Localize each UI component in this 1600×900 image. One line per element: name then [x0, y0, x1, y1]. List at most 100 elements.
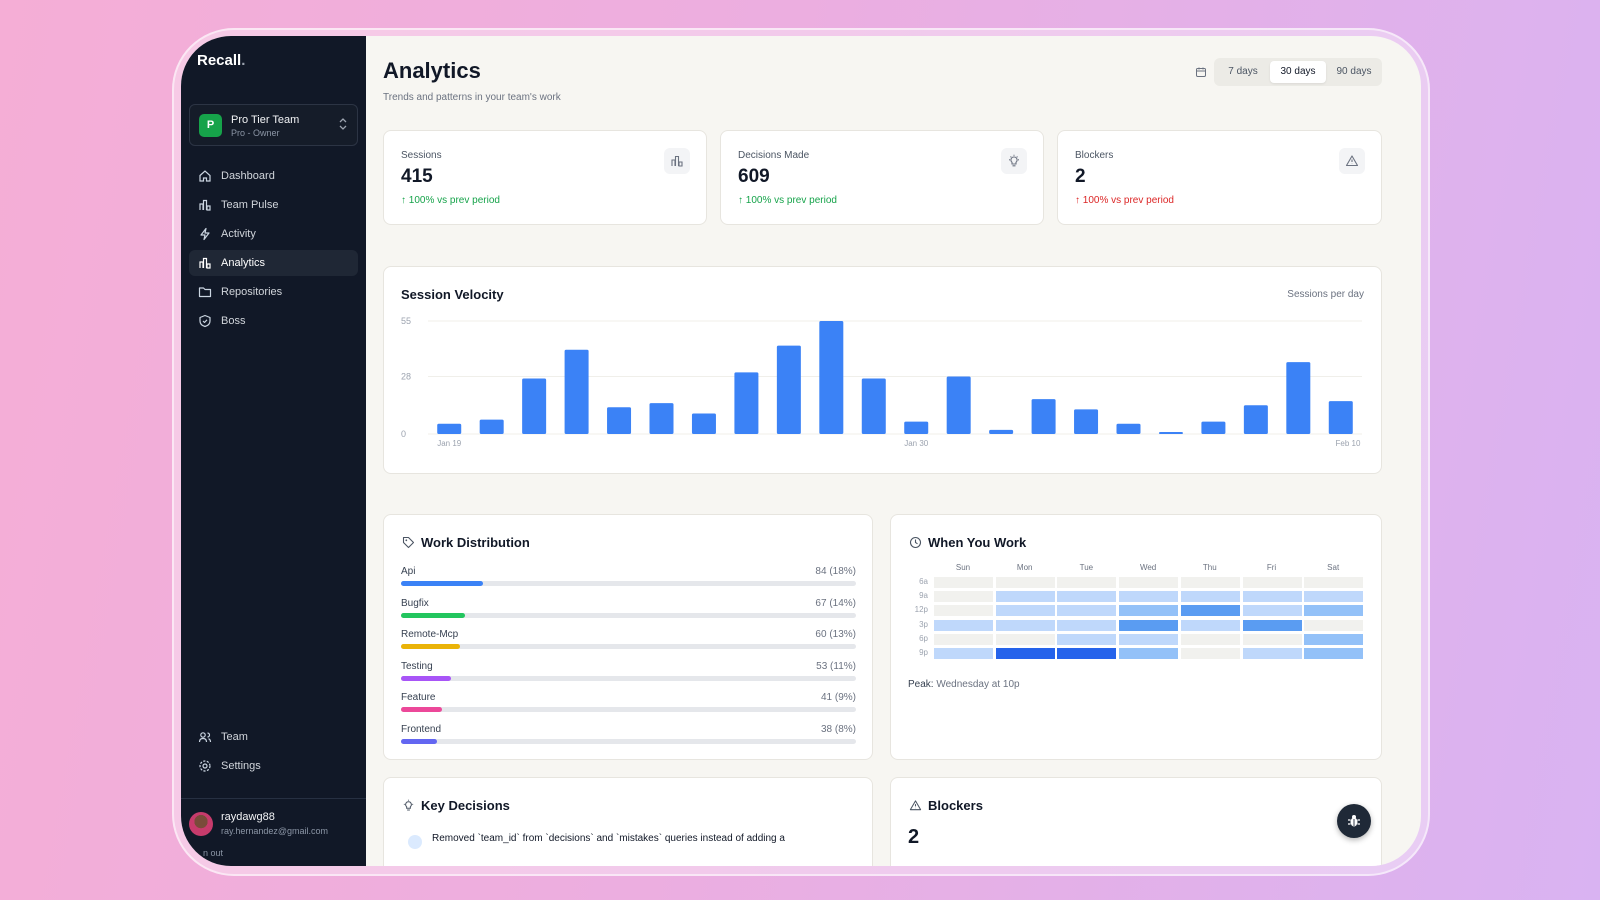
heatmap-cell[interactable]	[995, 591, 1055, 603]
chart-bar[interactable]	[861, 378, 886, 434]
heatmap-cell[interactable]	[1119, 648, 1179, 659]
chart-bar[interactable]	[1328, 401, 1353, 434]
heatmap-cell[interactable]	[1057, 577, 1117, 588]
sidebar-nav: Dashboard Team Pulse Activity Analytics …	[189, 163, 358, 337]
chart-bar[interactable]	[819, 321, 844, 434]
heatmap-cell[interactable]	[1242, 619, 1302, 631]
sidebar-item-repositories[interactable]: Repositories	[189, 279, 358, 305]
avatar[interactable]	[189, 812, 213, 836]
clock-icon	[909, 536, 922, 549]
chart-bar[interactable]	[691, 413, 716, 434]
section-title: When You Work	[928, 535, 1027, 550]
heatmap-day-label: Thu	[1202, 563, 1217, 572]
heatmap-cell[interactable]	[1057, 633, 1117, 645]
heatmap-cell[interactable]	[1180, 633, 1240, 645]
heatmap-cell[interactable]	[1180, 577, 1240, 588]
heatmap-cell[interactable]	[934, 591, 993, 603]
sidebar-item-activity[interactable]: Activity	[189, 221, 358, 247]
heatmap-cell[interactable]	[934, 577, 993, 588]
heatmap-cell[interactable]	[1119, 605, 1179, 617]
sidebar-item-team-pulse[interactable]: Team Pulse	[189, 192, 358, 218]
heatmap-cell[interactable]	[1119, 619, 1179, 631]
heatmap-cell[interactable]	[1057, 591, 1117, 603]
chart-bar[interactable]	[904, 421, 929, 434]
chart-bar[interactable]	[1201, 421, 1226, 434]
team-switcher[interactable]: P Pro Tier Team Pro - Owner	[189, 104, 358, 146]
chart-bar[interactable]	[607, 407, 632, 434]
chart-bar[interactable]	[479, 419, 504, 434]
bar-chart-icon	[199, 257, 211, 269]
range-30-days-button[interactable]: 30 days	[1270, 61, 1326, 83]
heatmap-cell[interactable]	[1304, 619, 1364, 631]
heatmap-cell[interactable]	[1304, 633, 1364, 645]
sidebar-item-team[interactable]: Team	[189, 724, 358, 750]
heatmap-cell[interactable]	[1180, 619, 1240, 631]
heatmap-cell[interactable]	[995, 577, 1055, 588]
category-label: Feature	[401, 692, 436, 703]
heatmap-cell[interactable]	[1180, 605, 1240, 617]
heatmap-cell[interactable]	[995, 633, 1055, 645]
heatmap-cell[interactable]	[1304, 591, 1364, 603]
sidebar-item-dashboard[interactable]: Dashboard	[189, 163, 358, 189]
peak-label: Peak:	[908, 679, 934, 690]
chart-bar[interactable]	[776, 345, 801, 434]
chart-bar[interactable]	[1074, 409, 1099, 434]
heatmap-cell[interactable]	[995, 619, 1055, 631]
heatmap-cell[interactable]	[1304, 605, 1364, 617]
chart-bar[interactable]	[564, 349, 589, 434]
category-count: 67 (14%)	[815, 597, 856, 609]
decision-item[interactable]: Removed `team_id` from `decisions` and `…	[432, 833, 785, 844]
category-label: Frontend	[401, 723, 442, 735]
chart-bar[interactable]	[734, 372, 759, 434]
chart-bar[interactable]	[1031, 399, 1056, 434]
heatmap-cell[interactable]	[1304, 648, 1364, 659]
work-distribution-row: Testing 53 (11%)	[401, 661, 856, 689]
work-distribution-row: Bugfix 67 (14%)	[401, 598, 856, 626]
heatmap-cell[interactable]	[1242, 577, 1302, 588]
bug-icon	[1348, 815, 1360, 827]
range-90-days-button[interactable]: 90 days	[1336, 66, 1372, 77]
heatmap-cell[interactable]	[1119, 591, 1179, 603]
heatmap-day-label: Tue	[1079, 563, 1094, 572]
heatmap-cell[interactable]	[1242, 648, 1302, 659]
chart-bar[interactable]	[1116, 423, 1141, 434]
sidebar-item-analytics[interactable]: Analytics	[189, 250, 358, 276]
category-count: 60 (13%)	[815, 629, 856, 640]
heatmap-cell[interactable]	[934, 619, 993, 631]
stat-card-decisions: Decisions Made 609 ↑ 100% vs prev period	[720, 130, 1044, 225]
bug-report-button[interactable]	[1337, 804, 1371, 838]
heatmap-cell[interactable]	[1242, 591, 1302, 603]
chart-bar[interactable]	[1158, 431, 1183, 434]
app-logo[interactable]: Recall.	[197, 52, 246, 69]
heatmap-cell[interactable]	[1242, 633, 1302, 645]
sign-out-link[interactable]: n out	[203, 848, 224, 858]
heatmap-cell[interactable]	[934, 648, 993, 659]
chart-bar[interactable]	[1286, 362, 1311, 434]
chart-bar[interactable]	[1243, 405, 1268, 434]
range-7-days-button[interactable]: 7 days	[1228, 66, 1258, 77]
calendar-icon	[1196, 67, 1206, 77]
heatmap-cell[interactable]	[1242, 605, 1302, 617]
chart-bar[interactable]	[989, 429, 1014, 434]
heatmap-day-label: Sun	[955, 563, 971, 572]
sidebar-item-settings[interactable]: Settings	[189, 753, 358, 779]
heatmap-cell[interactable]	[934, 605, 993, 617]
heatmap-cell[interactable]	[995, 605, 1055, 617]
heatmap-cell[interactable]	[995, 648, 1055, 659]
stat-label: Sessions	[401, 150, 442, 161]
page-subtitle: Trends and patterns in your team's work	[383, 92, 561, 103]
heatmap-cell[interactable]	[1119, 577, 1179, 588]
heatmap-cell[interactable]	[1057, 619, 1117, 631]
heatmap-cell[interactable]	[1180, 591, 1240, 603]
chart-bar[interactable]	[946, 376, 971, 434]
heatmap-cell[interactable]	[1180, 648, 1240, 659]
heatmap-cell[interactable]	[1119, 633, 1179, 645]
heatmap-cell[interactable]	[1304, 577, 1364, 588]
heatmap-cell[interactable]	[1057, 648, 1117, 659]
heatmap-cell[interactable]	[1057, 605, 1117, 617]
heatmap-cell[interactable]	[934, 633, 993, 645]
chart-bar[interactable]	[649, 403, 674, 434]
chart-bar[interactable]	[522, 378, 547, 434]
chart-bar[interactable]	[437, 423, 462, 434]
sidebar-item-boss[interactable]: Boss	[189, 308, 358, 334]
